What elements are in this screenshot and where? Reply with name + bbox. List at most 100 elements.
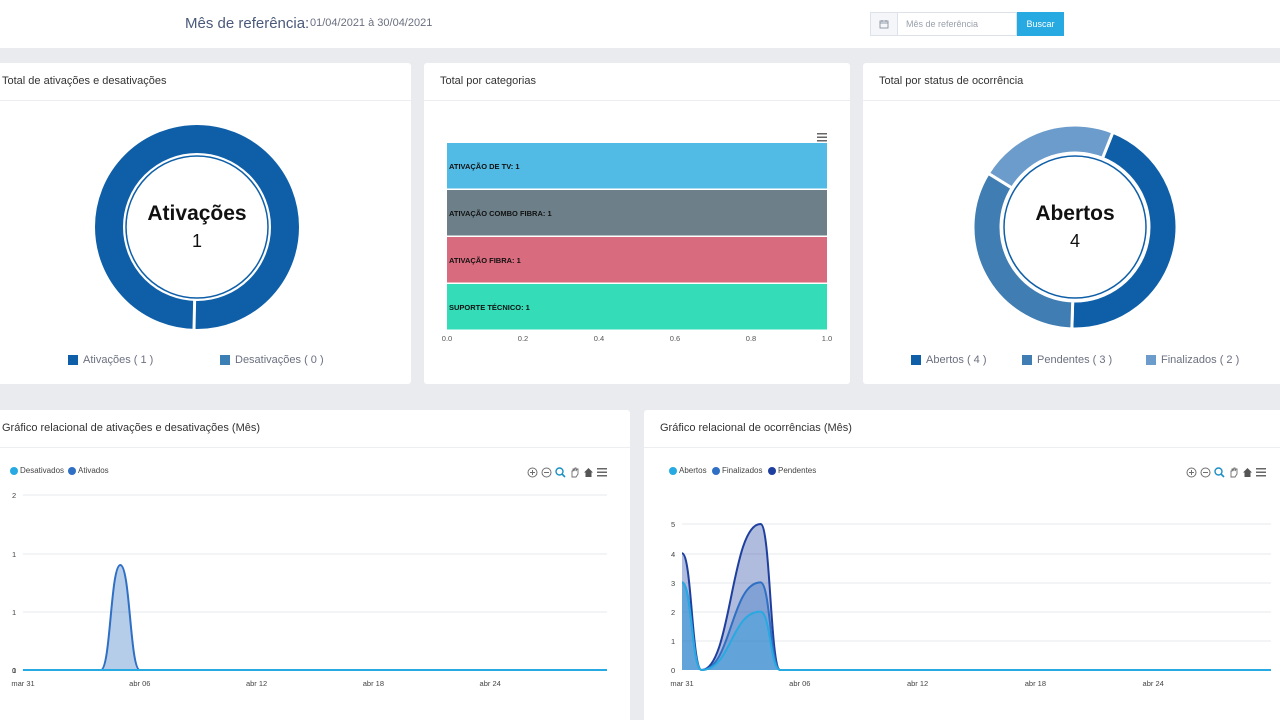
status-card: Total por status de ocorrência Abertos 4 … — [863, 63, 1280, 384]
y-tick-label: 1 — [671, 637, 675, 646]
categories-bar-chart: ATIVAÇÃO DE TV: 1 ATIVAÇÃO COMBO FIBRA: 1… — [442, 143, 832, 343]
series-area-finalizados — [682, 582, 1271, 670]
zoom-in-icon[interactable] — [1186, 467, 1197, 478]
zoom-selection-icon[interactable] — [1214, 467, 1225, 478]
series-area-pendentes — [682, 524, 1271, 670]
category-bar-label: ATIVAÇÃO FIBRA: 1 — [449, 256, 521, 265]
zoom-in-icon[interactable] — [527, 467, 538, 478]
pan-hand-icon[interactable] — [569, 467, 580, 478]
legend-dot — [10, 466, 18, 475]
y-tick-label: 1 — [12, 666, 16, 675]
legend-label: Ativados — [78, 466, 109, 475]
donut-slice-ativacoes[interactable] — [95, 125, 299, 329]
donut-slice-pendentes[interactable] — [971, 171, 1075, 331]
x-tick-label: abr 06 — [129, 679, 150, 688]
series-area-abertos — [682, 582, 1271, 670]
donut-center-value: 1 — [192, 231, 202, 251]
legend-dot — [712, 466, 720, 475]
x-tick-label: abr 12 — [907, 679, 928, 688]
donut-center-value: 4 — [1070, 231, 1080, 251]
legend-item-desativacoes[interactable]: Desativações ( 0 ) — [220, 354, 324, 366]
x-tick-label: 0.4 — [594, 334, 604, 343]
hamburger-menu-icon[interactable] — [817, 129, 828, 147]
card-title: Gráfico relacional de ativações e desati… — [0, 410, 630, 448]
x-tick-label: 1.0 — [822, 334, 832, 343]
activations-card: Total de ativações e desativações Ativaç… — [0, 63, 411, 384]
legend-item-pendentes[interactable]: Pendentes — [768, 466, 816, 475]
status-donut-chart: Abertos 4 — [971, 123, 1179, 331]
legend-item-ativacoes[interactable]: Ativações ( 1 ) — [68, 354, 153, 366]
legend-item-abertos[interactable]: Abertos — [669, 466, 707, 475]
y-tick-label: 0 — [671, 666, 675, 675]
zoom-out-icon[interactable] — [1200, 467, 1211, 478]
x-tick-label: abr 12 — [246, 679, 267, 688]
x-tick-label: 0.6 — [670, 334, 680, 343]
donut-inner-ring — [1003, 155, 1147, 299]
card-title: Total de ativações e desativações — [0, 63, 411, 101]
menu-icon[interactable] — [1256, 467, 1267, 478]
donut-slice-finalizados[interactable] — [986, 123, 1115, 191]
category-bar[interactable] — [447, 237, 827, 283]
legend-swatch — [1146, 355, 1156, 365]
categories-card: Total por categorias ATIVAÇÃO DE TV: 1 AT… — [424, 63, 850, 384]
legend-label: Abertos — [679, 466, 707, 475]
x-tick-label: 0.2 — [518, 334, 528, 343]
donut-slice-separator — [192, 283, 197, 330]
home-icon[interactable] — [583, 467, 594, 478]
x-tick-label: abr 18 — [363, 679, 384, 688]
legend-swatch — [220, 355, 230, 365]
legend-label: Pendentes ( 3 ) — [1037, 354, 1113, 366]
legend-item-finalizados[interactable]: Finalizados — [712, 466, 762, 475]
chart-toolbar — [527, 467, 608, 478]
x-tick-label: mar 31 — [11, 679, 34, 688]
card-title: Total por status de ocorrência — [863, 63, 1280, 101]
category-bar[interactable] — [447, 284, 827, 330]
legend-swatch — [68, 355, 78, 365]
legend-item-finalizados[interactable]: Finalizados ( 2 ) — [1146, 354, 1239, 366]
legend-swatch — [911, 355, 921, 365]
zoom-selection-icon[interactable] — [555, 467, 566, 478]
occurrences-relational-card: Gráfico relacional de ocorrências (Mês) … — [644, 410, 1280, 720]
legend-item-abertos[interactable]: Abertos ( 4 ) — [911, 354, 987, 366]
calendar-icon[interactable] — [870, 12, 897, 36]
activations-relational-card: Gráfico relacional de ativações e desati… — [0, 410, 630, 720]
category-bar[interactable] — [447, 143, 827, 189]
reference-month-input[interactable] — [897, 12, 1017, 36]
card-title: Total por categorias — [424, 63, 850, 101]
legend-label: Desativados — [20, 466, 65, 475]
home-icon[interactable] — [1242, 467, 1253, 478]
donut-inner-ring — [125, 155, 269, 299]
x-tick-label: abr 24 — [1143, 679, 1164, 688]
legend-dot — [768, 466, 776, 475]
zoom-out-icon[interactable] — [541, 467, 552, 478]
donut-slice-abertos[interactable] — [1070, 130, 1179, 331]
category-bar[interactable] — [447, 190, 827, 236]
x-tick-label: mar 31 — [670, 679, 693, 688]
donut-center-label: Ativações — [147, 202, 246, 225]
card-title: Gráfico relacional de ocorrências (Mês) — [644, 410, 1280, 448]
y-tick-label: 4 — [671, 550, 675, 559]
legend-label: Ativações ( 1 ) — [83, 354, 154, 366]
menu-icon[interactable] — [597, 467, 608, 478]
legend-item-desativados[interactable]: Desativados — [10, 466, 64, 475]
legend-swatch — [1022, 355, 1032, 365]
legend-item-pendentes[interactable]: Pendentes ( 3 ) — [1022, 354, 1112, 366]
search-button[interactable]: Buscar — [1017, 12, 1064, 36]
legend-dot — [68, 466, 76, 475]
y-tick-label: 0 — [12, 666, 16, 675]
series-line-abertos — [681, 581, 1271, 672]
legend-item-ativados[interactable]: Ativados — [68, 466, 109, 475]
category-bar-label: ATIVAÇÃO DE TV: 1 — [449, 162, 520, 171]
x-tick-label: abr 06 — [789, 679, 810, 688]
reference-range: 01/04/2021 à 30/04/2021 — [310, 17, 433, 29]
occurrences-area-chart: 5 4 3 2 1 0 mar 31 abr 06 abr 12 abr 18 abr 24 — [670, 520, 1271, 688]
y-tick-label: 2 — [671, 608, 675, 617]
reference-month-label: Mês de referência: — [185, 15, 310, 32]
legend-label: Finalizados — [722, 466, 763, 475]
legend-label: Pendentes — [778, 466, 817, 475]
y-tick-label: 3 — [671, 579, 675, 588]
chart-toolbar — [1186, 467, 1267, 478]
pan-hand-icon[interactable] — [1228, 467, 1239, 478]
filter-bar: Mês de referência: 01/04/2021 à 30/04/20… — [0, 0, 1280, 48]
